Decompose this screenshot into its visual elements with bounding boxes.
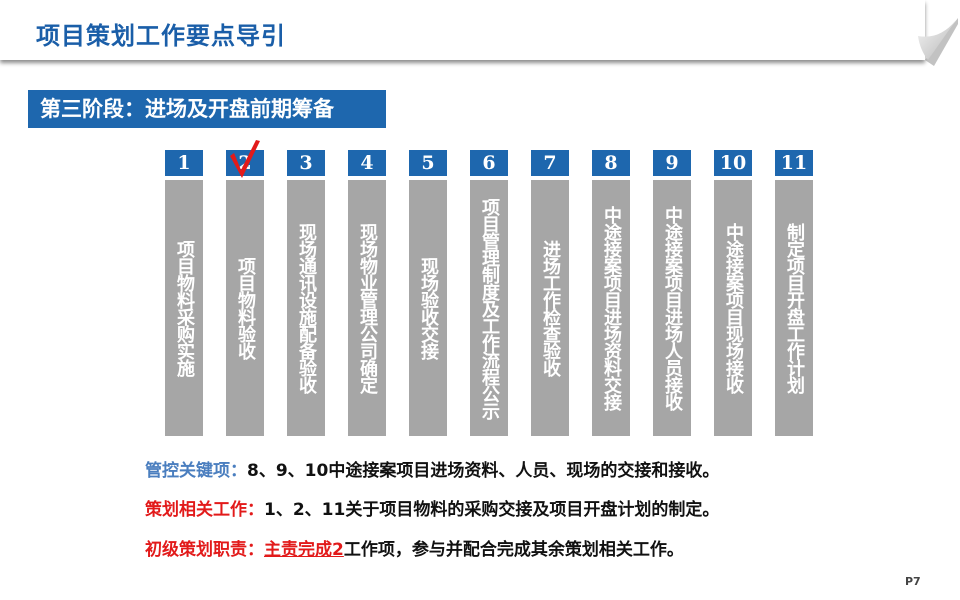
- step-label: 项目物料验收: [235, 257, 256, 359]
- step-bar: 中途接案项目进场人员接收: [653, 180, 691, 436]
- step-label: 项目管理制度及工作流程公示: [479, 197, 500, 419]
- stage-banner: 第三阶段：进场及开盘前期筹备: [28, 90, 386, 128]
- step-8: 8 中途接案项目进场资料交接: [592, 150, 630, 436]
- step-bar: 中途接案项目现场接收: [714, 180, 752, 436]
- step-11: 11 制定项目开盘工作计划: [775, 150, 813, 436]
- step-4: 4 现场物业管理公司确定: [348, 150, 386, 436]
- step-9: 9 中途接案项目进场人员接收: [653, 150, 691, 436]
- step-label: 进场工作检查验收: [540, 240, 561, 376]
- step-number: 1: [165, 150, 203, 176]
- step-number: 5: [409, 150, 447, 176]
- step-number: 6: [470, 150, 508, 176]
- step-bar: 制定项目开盘工作计划: [775, 180, 813, 436]
- step-bar: 项目管理制度及工作流程公示: [470, 180, 508, 436]
- step-label: 项目物料采购实施: [174, 240, 195, 376]
- step-label: 制定项目开盘工作计划: [784, 223, 805, 393]
- note-key-items: 管控关键项：8、9、10中途接案项目进场资料、人员、现场的交接和接收。: [145, 456, 719, 481]
- checkmark-icon: [230, 140, 260, 178]
- step-number: 10: [714, 150, 752, 176]
- step-bar: 进场工作检查验收: [531, 180, 569, 436]
- step-bar: 项目物料验收: [226, 180, 264, 436]
- note-label: 策划相关工作：: [145, 500, 264, 520]
- step-number: 11: [775, 150, 813, 176]
- step-1: 1 项目物料采购实施: [165, 150, 203, 436]
- step-number: 3: [287, 150, 325, 176]
- note-junior-duty: 初级策划职责：主责完成2工作项，参与并配合完成其余策划相关工作。: [145, 535, 684, 560]
- step-10: 10 中途接案项目现场接收: [714, 150, 752, 436]
- header-bar: 项目策划工作要点导引: [0, 0, 925, 60]
- page-curl-icon: [918, 18, 958, 66]
- note-highlight: 主责完成2: [264, 540, 344, 560]
- step-3: 3 现场通讯设施配备验收: [287, 150, 325, 436]
- step-number: 8: [592, 150, 630, 176]
- step-6: 6 项目管理制度及工作流程公示: [470, 150, 508, 436]
- step-number: 9: [653, 150, 691, 176]
- note-text: 工作项，参与并配合完成其余策划相关工作。: [343, 540, 684, 560]
- step-label: 现场验收交接: [418, 257, 439, 359]
- step-label: 中途接案项目进场资料交接: [601, 206, 622, 410]
- note-text: 8、9、10中途接案项目进场资料、人员、现场的交接和接收。: [247, 461, 720, 481]
- step-5: 5 现场验收交接: [409, 150, 447, 436]
- page-title: 项目策划工作要点导引: [36, 22, 286, 50]
- step-label: 现场通讯设施配备验收: [296, 223, 317, 393]
- step-label: 现场物业管理公司确定: [357, 223, 378, 393]
- note-related-work: 策划相关工作：1、2、11关于项目物料的采购交接及项目开盘计划的制定。: [145, 495, 719, 520]
- step-label: 中途接案项目现场接收: [723, 223, 744, 393]
- step-number: 4: [348, 150, 386, 176]
- step-bar: 现场物业管理公司确定: [348, 180, 386, 436]
- step-bar: 现场通讯设施配备验收: [287, 180, 325, 436]
- page-number: P7: [905, 575, 921, 588]
- note-label: 初级策划职责：: [145, 540, 264, 560]
- step-label: 中途接案项目进场人员接收: [662, 206, 683, 410]
- step-number: 7: [531, 150, 569, 176]
- step-bar: 项目物料采购实施: [165, 180, 203, 436]
- step-bar: 现场验收交接: [409, 180, 447, 436]
- note-text: 1、2、11关于项目物料的采购交接及项目开盘计划的制定。: [264, 500, 720, 520]
- step-7: 7 进场工作检查验收: [531, 150, 569, 436]
- note-label: 管控关键项：: [145, 461, 247, 481]
- step-2: 2 项目物料验收: [226, 150, 264, 436]
- step-bar: 中途接案项目进场资料交接: [592, 180, 630, 436]
